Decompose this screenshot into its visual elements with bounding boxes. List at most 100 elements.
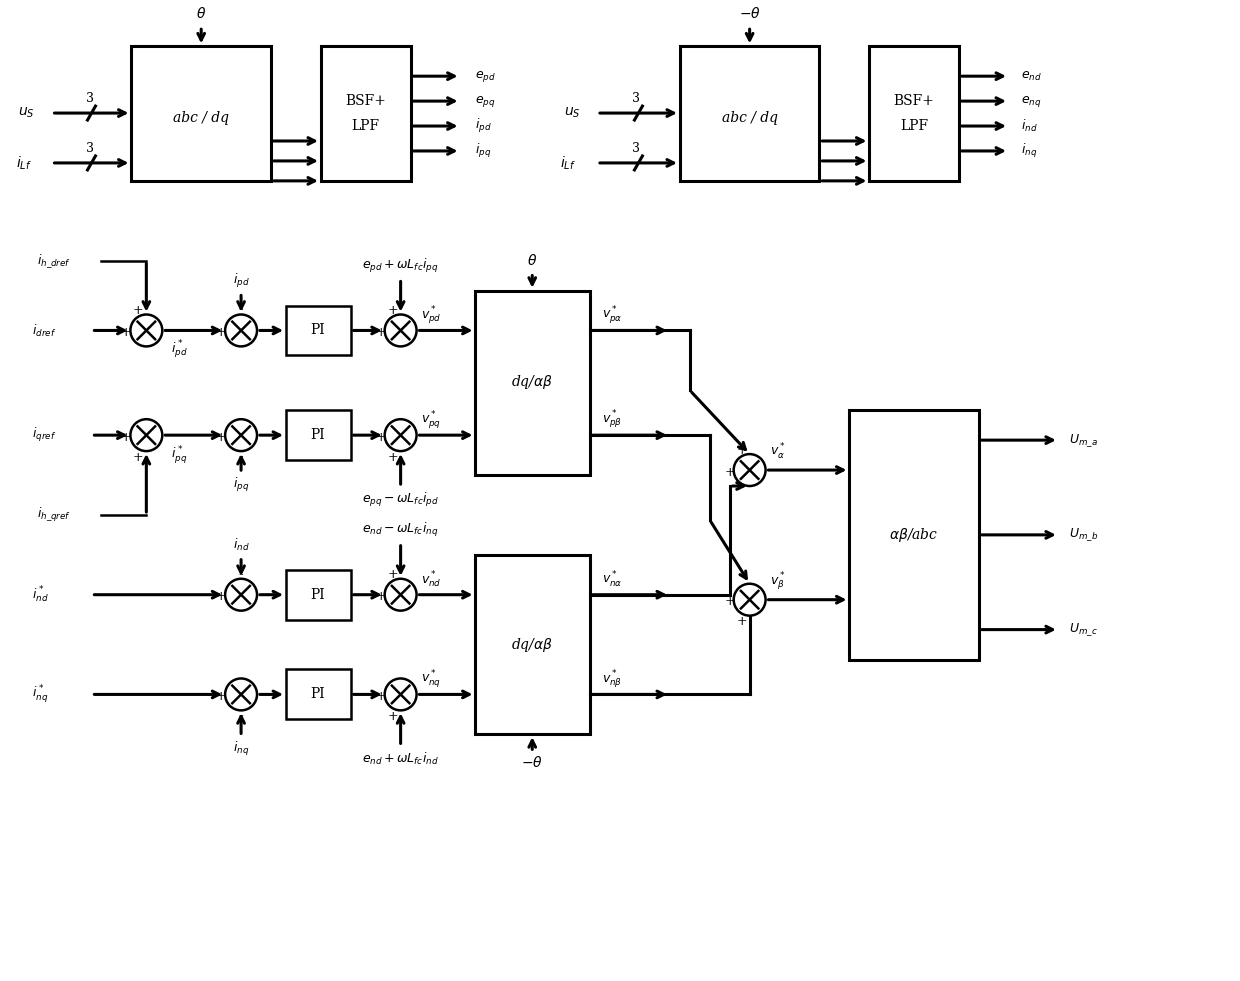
Text: $i_{pd}$: $i_{pd}$ xyxy=(475,117,492,135)
Text: $i_{pd}$: $i_{pd}$ xyxy=(233,272,249,289)
Text: $i_{nq}$: $i_{nq}$ xyxy=(1021,142,1037,160)
Text: +: + xyxy=(387,710,398,723)
Text: $e_{pq}-\omega L_{fc} i_{pd}$: $e_{pq}-\omega L_{fc} i_{pd}$ xyxy=(362,490,439,509)
Circle shape xyxy=(384,419,417,451)
Text: $i_{qref}$: $i_{qref}$ xyxy=(32,426,56,444)
Text: +: + xyxy=(216,690,227,703)
Text: $v^*_{n\alpha}$: $v^*_{n\alpha}$ xyxy=(603,570,622,590)
Text: +: + xyxy=(724,466,735,479)
Text: $v^*_{n\beta}$: $v^*_{n\beta}$ xyxy=(603,668,622,691)
Text: $v^*_{p\beta}$: $v^*_{p\beta}$ xyxy=(603,409,622,432)
Text: $-\theta$: $-\theta$ xyxy=(739,6,760,21)
Text: $u_S$: $u_S$ xyxy=(564,106,580,121)
Text: 3: 3 xyxy=(86,91,93,105)
Bar xyxy=(849,410,980,659)
Text: $i_{pq}$: $i_{pq}$ xyxy=(475,142,491,160)
Text: PI: PI xyxy=(310,588,325,601)
Text: $v^*_{nq}$: $v^*_{nq}$ xyxy=(420,668,440,691)
Text: $i_{Lf}$: $i_{Lf}$ xyxy=(16,154,32,172)
Text: $e_{nd}+\omega L_{fc} i_{nd}$: $e_{nd}+\omega L_{fc} i_{nd}$ xyxy=(362,751,439,767)
Circle shape xyxy=(734,584,765,616)
Text: PI: PI xyxy=(310,428,325,442)
Circle shape xyxy=(384,579,417,610)
Circle shape xyxy=(384,315,417,346)
Text: +: + xyxy=(376,431,386,443)
Bar xyxy=(286,669,351,719)
Text: +: + xyxy=(737,443,746,456)
Text: LPF: LPF xyxy=(900,119,929,133)
Text: $e_{nd}$: $e_{nd}$ xyxy=(1021,70,1042,82)
Text: 3: 3 xyxy=(632,142,640,155)
Circle shape xyxy=(130,419,162,451)
Text: $v^*_{nd}$: $v^*_{nd}$ xyxy=(420,570,441,590)
Text: $i_{nd}$: $i_{nd}$ xyxy=(1021,118,1038,134)
Text: BSF+: BSF+ xyxy=(894,94,935,108)
Circle shape xyxy=(226,679,257,710)
Text: +: + xyxy=(216,431,227,443)
Text: $i_{h\_dref}$: $i_{h\_dref}$ xyxy=(37,252,71,270)
Bar xyxy=(321,46,410,181)
Text: +: + xyxy=(387,304,398,317)
Text: dq/$\alpha\beta$: dq/$\alpha\beta$ xyxy=(511,636,553,653)
Text: +: + xyxy=(122,326,131,339)
Text: $i_{dref}$: $i_{dref}$ xyxy=(32,323,56,338)
Text: +: + xyxy=(216,326,227,339)
Bar xyxy=(475,555,590,735)
Text: 3: 3 xyxy=(86,142,93,155)
Text: 3: 3 xyxy=(632,91,640,105)
Text: -: - xyxy=(239,568,243,582)
Bar xyxy=(680,46,820,181)
Text: +: + xyxy=(387,568,398,582)
Text: $v^*_{p\alpha}$: $v^*_{p\alpha}$ xyxy=(603,304,622,327)
Text: $u_S$: $u_S$ xyxy=(19,106,35,121)
Circle shape xyxy=(384,679,417,710)
Text: +: + xyxy=(133,304,144,317)
Text: +: + xyxy=(376,690,386,703)
Text: $i^*_{pd}$: $i^*_{pd}$ xyxy=(171,339,188,361)
Text: $v^*_{pq}$: $v^*_{pq}$ xyxy=(420,409,440,432)
Circle shape xyxy=(226,315,257,346)
Circle shape xyxy=(130,315,162,346)
Text: $v^*_{pd}$: $v^*_{pd}$ xyxy=(420,304,441,327)
Bar xyxy=(286,410,351,460)
Text: BSF+: BSF+ xyxy=(345,94,386,108)
Text: LPF: LPF xyxy=(352,119,379,133)
Text: $\alpha\beta$/abc: $\alpha\beta$/abc xyxy=(889,526,939,543)
Text: $U_{m\_c}$: $U_{m\_c}$ xyxy=(1069,621,1097,638)
Text: $\theta$: $\theta$ xyxy=(196,6,206,21)
Bar xyxy=(286,305,351,355)
Text: $i_{nd}$: $i_{nd}$ xyxy=(233,537,249,553)
Bar xyxy=(869,46,959,181)
Text: $e_{pq}$: $e_{pq}$ xyxy=(475,93,496,109)
Text: $e_{nd}-\omega L_{fc} i_{nq}$: $e_{nd}-\omega L_{fc} i_{nq}$ xyxy=(362,521,439,539)
Text: $i_{Lf}$: $i_{Lf}$ xyxy=(560,154,577,172)
Text: $v^*_{\alpha}$: $v^*_{\alpha}$ xyxy=(770,442,785,462)
Text: $\theta$: $\theta$ xyxy=(527,253,537,268)
Text: -: - xyxy=(239,450,243,464)
Text: $i^*_{nd}$: $i^*_{nd}$ xyxy=(32,585,48,605)
Text: $i_{h\_qref}$: $i_{h\_qref}$ xyxy=(37,506,71,524)
Circle shape xyxy=(734,454,765,486)
Text: -: - xyxy=(239,709,243,723)
Circle shape xyxy=(226,579,257,610)
Text: +: + xyxy=(122,431,131,443)
Text: +: + xyxy=(376,326,386,339)
Text: abc / dq: abc / dq xyxy=(174,111,229,125)
Text: dq/$\alpha\beta$: dq/$\alpha\beta$ xyxy=(511,374,553,391)
Text: +: + xyxy=(737,615,746,628)
Text: $i^*_{pq}$: $i^*_{pq}$ xyxy=(171,444,187,466)
Text: +: + xyxy=(376,591,386,603)
Text: +: + xyxy=(133,450,144,464)
Text: $e_{pd}$: $e_{pd}$ xyxy=(475,69,496,83)
Text: $e_{nq}$: $e_{nq}$ xyxy=(1021,93,1042,109)
Text: abc / dq: abc / dq xyxy=(722,111,777,125)
Text: PI: PI xyxy=(310,688,325,701)
Text: +: + xyxy=(216,591,227,603)
Text: PI: PI xyxy=(310,324,325,337)
Text: $U_{m\_b}$: $U_{m\_b}$ xyxy=(1069,527,1097,543)
Bar xyxy=(131,46,272,181)
Text: $i^*_{nq}$: $i^*_{nq}$ xyxy=(32,684,48,705)
Bar xyxy=(286,570,351,620)
Bar xyxy=(475,290,590,475)
Circle shape xyxy=(226,419,257,451)
